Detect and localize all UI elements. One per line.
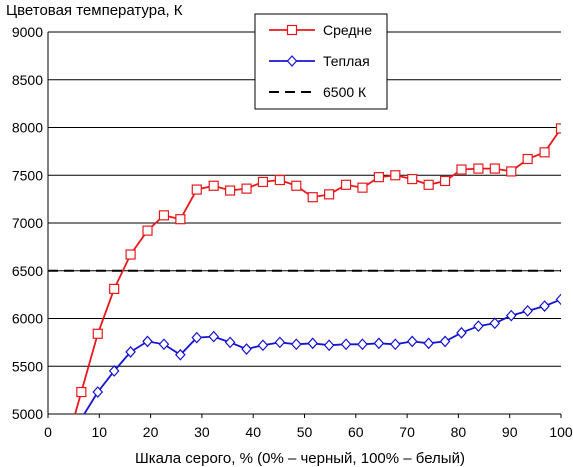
series-1-point: [125, 346, 136, 358]
series-0-point: [109, 283, 120, 294]
series-0-point: [225, 185, 236, 196]
legend-marker-1: [286, 55, 298, 67]
series-1-point: [489, 317, 501, 330]
y-tick-label: 5500: [12, 358, 43, 374]
x-tick-label: 90: [502, 424, 518, 440]
x-tick-label: 0: [44, 424, 52, 440]
series-0-point: [324, 189, 335, 200]
y-tick-label: 6500: [12, 263, 43, 279]
series-0-point: [142, 225, 153, 236]
series-0-point: [175, 214, 186, 225]
series-1-point: [175, 348, 186, 361]
series-1-point: [340, 338, 352, 351]
series-0-point: [60, 448, 69, 457]
legend-label-1: Теплая: [323, 53, 370, 69]
y-tick-label: 8000: [12, 120, 43, 136]
y-axis-title: Цветовая температура, К: [6, 2, 183, 19]
series-0-point: [555, 123, 561, 134]
series-1-point: [357, 338, 368, 351]
y-tick-label: 6000: [12, 311, 43, 327]
series-1-point: [80, 412, 83, 414]
series-1-point: [208, 330, 220, 343]
series-0-point: [373, 172, 384, 183]
series-line-0: [74, 127, 561, 414]
series-0-point: [522, 153, 533, 165]
series-0-point: [340, 179, 352, 190]
tick-labels: 5000 5500 6000 6500 7000 7500 8000 8500 9000 0 10 2…: [12, 24, 573, 440]
series-1-point: [290, 338, 302, 351]
series-1-point: [505, 309, 517, 322]
legend-label-0: Средне: [323, 22, 372, 38]
series-0-point: [423, 179, 434, 190]
x-tick-label: 50: [297, 424, 313, 440]
x-tick-label: 100: [549, 424, 573, 440]
series-1-point: [539, 300, 550, 312]
series-1-point: [224, 336, 236, 349]
series-1-point: [423, 337, 434, 350]
y-tick-label: 5000: [12, 406, 43, 422]
series-0-point: [241, 183, 252, 194]
axes: [47, 32, 562, 418]
series-0-point: [390, 170, 401, 181]
y-tick-label: 8500: [12, 72, 43, 88]
series-1-point: [307, 337, 319, 350]
series-1-point: [323, 339, 335, 352]
series-0-point: [291, 180, 302, 191]
series-1-point: [389, 338, 401, 351]
series-1-point: [456, 326, 467, 339]
series-1-point: [406, 335, 418, 348]
series-0-point: [506, 166, 517, 177]
series-0-point: [158, 210, 170, 221]
series-1-point: [555, 293, 561, 306]
series-0-point: [208, 180, 219, 191]
series-0-point: [92, 328, 103, 339]
series-1-point: [522, 304, 533, 317]
series-0-point: [125, 249, 136, 260]
series-1-point: [257, 339, 269, 352]
series-0-point: [274, 174, 285, 186]
series-1-point: [241, 343, 252, 355]
series-line-1: [83, 298, 561, 414]
series-1-point: [274, 336, 286, 349]
series-0-point: [191, 184, 202, 195]
x-tick-label: 60: [348, 424, 364, 440]
series-1-point: [473, 320, 484, 333]
legend-label-2: 6500 К: [323, 84, 367, 100]
y-tick-label: 7000: [12, 215, 43, 231]
series-0-point: [456, 164, 467, 175]
series-0-point: [76, 386, 87, 398]
x-tick-label: 40: [245, 424, 261, 440]
legend-marker-0: [286, 24, 298, 36]
y-tick-label: 7500: [12, 167, 43, 183]
legend: Средне Теплая 6500 К: [254, 13, 388, 110]
x-axis-title: Шкала серого, % (0% – черный, 100% – бел…: [135, 450, 465, 467]
series-0-point: [539, 147, 550, 158]
x-tick-label: 30: [194, 424, 210, 440]
y-tick-label: 9000: [12, 24, 43, 40]
series-1-point: [439, 335, 451, 348]
series-0-point: [489, 163, 500, 174]
series-0-point: [357, 182, 368, 193]
series-1-point: [142, 335, 153, 348]
series-1-point: [92, 386, 104, 398]
series-0-point: [407, 173, 418, 185]
x-tick-label: 20: [143, 424, 159, 440]
series-0-point: [257, 176, 269, 188]
x-tick-label: 70: [399, 424, 415, 440]
series-1-point: [373, 337, 385, 350]
series-0-point: [473, 163, 484, 174]
x-tick-label: 80: [451, 424, 467, 440]
series-0-point: [439, 175, 451, 187]
markers-group: [60, 123, 561, 457]
series-1-point: [108, 365, 120, 377]
series-1-point: [158, 338, 170, 351]
series-0-point: [307, 192, 318, 203]
x-tick-label: 10: [92, 424, 108, 440]
series-1-point: [191, 331, 203, 344]
